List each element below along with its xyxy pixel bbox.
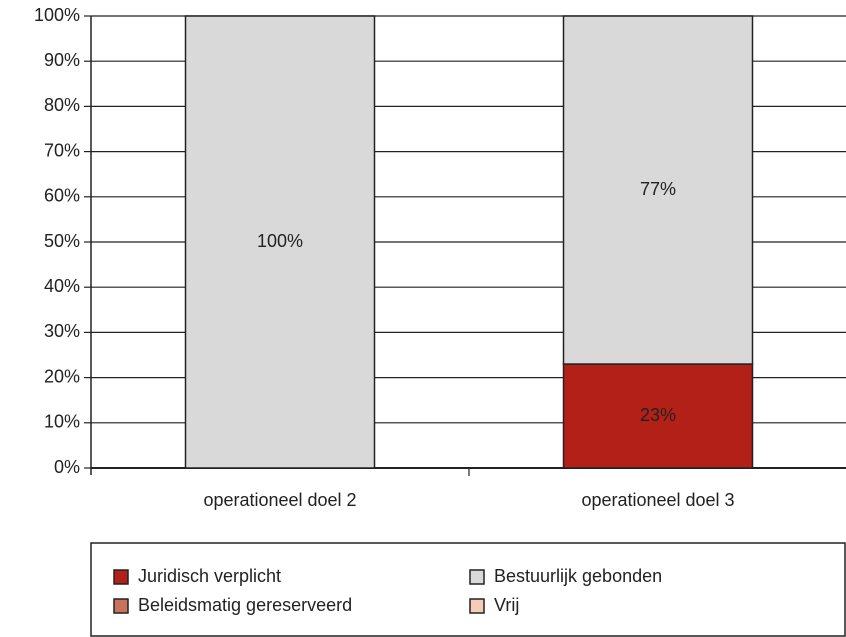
bar-segment xyxy=(184,15,376,469)
y-tick-label: 100% xyxy=(34,5,80,25)
y-tick-label: 10% xyxy=(44,412,80,432)
y-tick-label: 20% xyxy=(44,366,80,386)
y-tick-label: 70% xyxy=(44,140,80,160)
legend-label: Beleidsmatig gereserveerd xyxy=(138,595,352,615)
y-tick-label: 30% xyxy=(44,321,80,341)
y-tick-label: 40% xyxy=(44,276,80,296)
legend-swatch xyxy=(113,598,129,614)
legend-swatch xyxy=(469,598,485,614)
x-tick-label: operationeel doel 2 xyxy=(203,490,356,510)
bar-segment xyxy=(562,15,754,365)
bar-segment xyxy=(562,363,754,469)
y-tick-label: 0% xyxy=(54,457,80,477)
y-tick-label: 50% xyxy=(44,231,80,251)
legend-label: Juridisch verplicht xyxy=(138,566,281,586)
data-label: 23% xyxy=(640,405,676,425)
legend-label: Bestuurlijk gebonden xyxy=(494,566,662,586)
legend-box xyxy=(90,542,846,637)
data-label: 77% xyxy=(640,179,676,199)
y-tick-label: 80% xyxy=(44,95,80,115)
y-tick-label: 90% xyxy=(44,50,80,70)
data-label: 100% xyxy=(257,231,303,251)
legend-swatch xyxy=(113,569,129,585)
x-tick-label: operationeel doel 3 xyxy=(581,490,734,510)
y-tick-label: 60% xyxy=(44,186,80,206)
legend-label: Vrij xyxy=(494,595,519,615)
legend-swatch xyxy=(469,569,485,585)
